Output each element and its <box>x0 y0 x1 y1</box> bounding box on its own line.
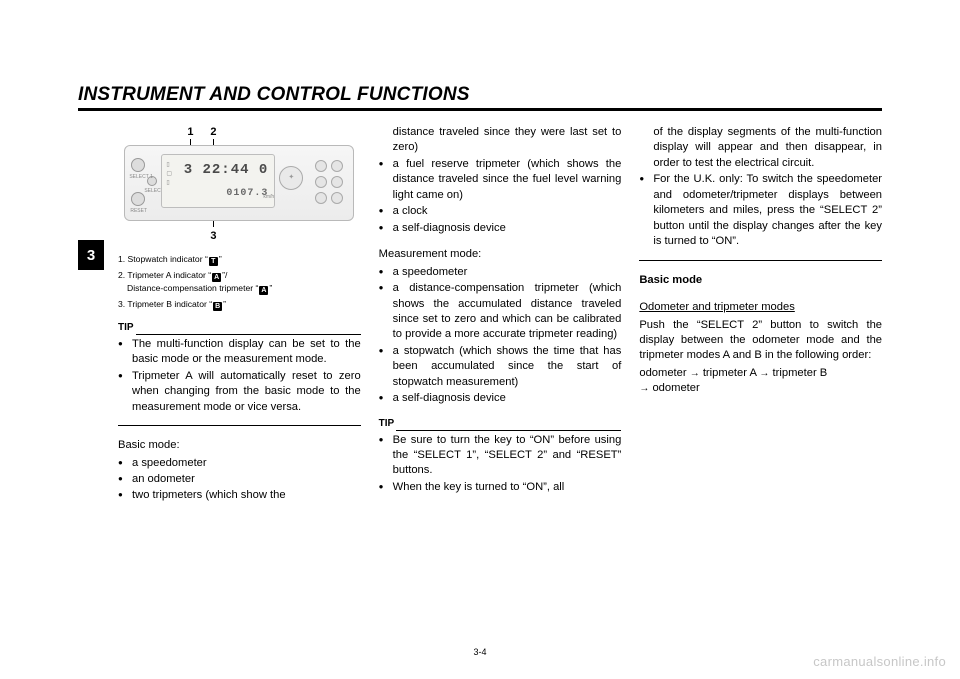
column-2: distance traveled since they were last s… <box>379 125 622 505</box>
lcd-row2: 0107.3 <box>226 187 268 201</box>
order-seg-0: odometer <box>639 367 686 379</box>
tip2-item-2: When the key is turned to “ON”, all <box>379 480 622 495</box>
callout-1: 1 <box>187 125 193 140</box>
instrument-panel: SELECT 1 RESET SELECT 2 ▯▢▯ 3 22:44 0 01… <box>124 145 354 221</box>
figure-display: 1 2 3 SELECT 1 RESET SELECT 2 ▯▢▯ 3 22:4 <box>124 129 354 243</box>
right-buttons <box>315 160 343 204</box>
manual-page: 3 INSTRUMENT AND CONTROL FUNCTIONS 1 2 3… <box>0 0 960 679</box>
callout-3: 3 <box>210 229 216 244</box>
lcd-left-marks: ▯▢▯ <box>166 161 172 188</box>
caption-2-sub: Distance-compensation tripmeter “A” <box>118 283 272 293</box>
indicator-t-icon: T <box>209 257 218 266</box>
arrow-icon: → <box>639 383 649 394</box>
label-select1: SELECT 1 <box>129 174 153 181</box>
meas-item-3: a stopwatch (which shows the time that h… <box>379 344 622 390</box>
title-row: INSTRUMENT AND CONTROL FUNCTIONS <box>78 84 882 111</box>
tip-list-2: Be sure to turn the key to “ON” before u… <box>379 433 622 496</box>
basic-item-2: an odometer <box>118 472 361 487</box>
tip2-item-3: For the U.K. only: To switch the speedom… <box>639 172 882 249</box>
basic-mode-title: Basic mode <box>639 273 882 288</box>
lcd-screen: ▯▢▯ 3 22:44 0 0107.3 <box>161 154 275 208</box>
order-seg-1: tripmeter A <box>703 367 756 379</box>
page-title: INSTRUMENT AND CONTROL FUNCTIONS <box>78 84 882 106</box>
label-reset: RESET <box>130 208 147 215</box>
arrow-icon: → <box>759 368 769 379</box>
tip2-item-1: Be sure to turn the key to “ON” before u… <box>379 433 622 479</box>
label-kmh: km/h <box>263 194 274 201</box>
measurement-mode-list: a speedometer a distance-compensation tr… <box>379 265 622 407</box>
indicator-b-icon: B <box>213 302 222 311</box>
watermark: carmanualsonline.info <box>813 654 946 669</box>
caption-2-pre: 2. Tripmeter A indicator “ <box>118 270 211 280</box>
tip-rule-1 <box>136 330 361 335</box>
end-rule-1 <box>118 425 361 426</box>
order-seg-3: odometer <box>652 382 699 394</box>
column-1: 1 2 3 SELECT 1 RESET SELECT 2 ▯▢▯ 3 22:4 <box>118 125 361 505</box>
tip2-item-2b: of the display segments of the multi-fun… <box>639 125 882 171</box>
basic-item-6: a self-diagnosis device <box>379 221 622 236</box>
basic-item-3: two tripmeters (which show the <box>118 488 361 503</box>
caption-1-post: ” <box>219 254 222 264</box>
lcd-row1: 3 22:44 0 <box>184 161 269 180</box>
content-columns: 1 2 3 SELECT 1 RESET SELECT 2 ▯▢▯ 3 22:4 <box>78 125 882 505</box>
tip-rule-2 <box>396 426 621 431</box>
caption-1-pre: 1. Stopwatch indicator “ <box>118 254 208 264</box>
column-3: of the display segments of the multi-fun… <box>639 125 882 505</box>
tip-list-2-cont: of the display segments of the multi-fun… <box>639 125 882 250</box>
section-tab: 3 <box>78 240 104 270</box>
callout-2: 2 <box>210 125 216 140</box>
indicator-a-icon: A <box>212 273 221 282</box>
meas-item-1: a speedometer <box>379 265 622 280</box>
caption-2-mid: ”/ <box>222 270 227 280</box>
caption-3-post: ” <box>223 299 226 309</box>
tip-heading-2: TIP <box>379 417 622 431</box>
caption-3: 3. Tripmeter B indicator “B” <box>118 298 361 311</box>
tip-label-2: TIP <box>379 417 397 431</box>
basic-item-3b: distance traveled since they were last s… <box>379 125 622 156</box>
basic-item-1: a speedometer <box>118 456 361 471</box>
odo-trip-heading: Odometer and tripmeter modes <box>639 300 882 315</box>
page-number: 3-4 <box>473 647 486 657</box>
tip1-item-2: Tripmeter A will automatically reset to … <box>118 369 361 415</box>
arrow-icon: → <box>690 368 700 379</box>
measurement-mode-heading: Measurement mode: <box>379 247 622 262</box>
odo-trip-order: odometer → tripmeter A → tripmeter B → o… <box>639 366 882 397</box>
basic-mode-list-cont: distance traveled since they were last s… <box>379 125 622 236</box>
knob-select1 <box>131 158 145 172</box>
tip1-item-1: The multi-function display can be set to… <box>118 337 361 368</box>
caption-1: 1. Stopwatch indicator “T” <box>118 253 361 266</box>
basic-mode-list: a speedometer an odometer two tripmeters… <box>118 456 361 504</box>
basic-item-5: a clock <box>379 204 622 219</box>
tip-label-1: TIP <box>118 321 136 335</box>
tip-heading-1: TIP <box>118 321 361 335</box>
caption-3-pre: 3. Tripmeter B indicator “ <box>118 299 212 309</box>
knob-reset <box>131 192 145 206</box>
caption-2: 2. Tripmeter A indicator “A”/ Distance-c… <box>118 269 361 295</box>
order-seg-2: tripmeter B <box>773 367 828 379</box>
meas-item-2: a distance-compensation tripmeter (which… <box>379 281 622 343</box>
tip-list-1: The multi-function display can be set to… <box>118 337 361 415</box>
odo-trip-para: Push the “SELECT 2” button to switch the… <box>639 318 882 364</box>
end-rule-2 <box>639 260 882 261</box>
meas-item-4: a self-diagnosis device <box>379 391 622 406</box>
indicator-a2-icon: A <box>259 286 268 295</box>
basic-item-4: a fuel reserve tripmeter (which shows th… <box>379 157 622 203</box>
basic-mode-heading: Basic mode: <box>118 438 361 453</box>
brand-logo: ✦ <box>279 166 303 190</box>
